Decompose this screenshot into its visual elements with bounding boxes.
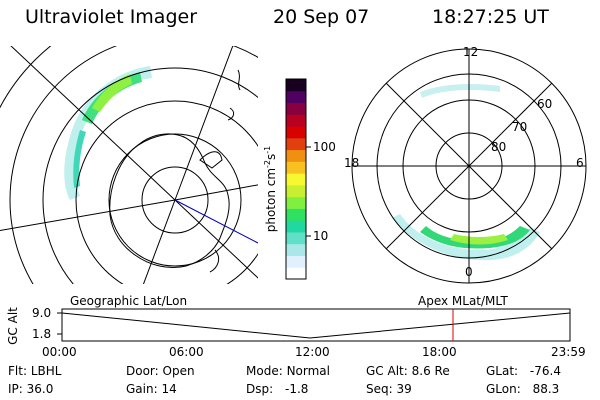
lat-label-80: 80: [491, 140, 507, 154]
colorbar-cell: [286, 208, 306, 221]
gc-alt-timeline: [57, 308, 571, 342]
colorbar-cell: [286, 90, 306, 104]
timeline-tick-4: 23:59: [551, 345, 586, 359]
colorbar-tick-10: 10: [313, 229, 329, 243]
info-glon: GLon: 88.3: [486, 382, 560, 396]
info-ip: IP: 36.0: [8, 382, 54, 396]
colorbar-cell: [286, 184, 306, 198]
timeline-tick-1: 06:00: [169, 345, 204, 359]
left-map-caption: Geographic Lat/Lon: [70, 294, 188, 308]
info-seq: Seq: 39: [366, 382, 412, 396]
altitude-curve: [61, 312, 571, 339]
aurora-oval-right: [392, 84, 540, 261]
mlt-label-18: 18: [344, 156, 360, 170]
colorbar-cell: [286, 243, 306, 256]
colorbar-cell: [286, 114, 306, 127]
timeline-y-bottom: 1.8: [32, 327, 52, 341]
colorbar-cell: [286, 79, 306, 92]
instrument-title: Ultraviolet Imager: [25, 6, 198, 28]
info-mode: Mode: Normal: [246, 364, 330, 378]
colorbar-cell: [286, 149, 306, 162]
mlt-label-12: 12: [463, 45, 479, 59]
magnetic-map: [351, 48, 587, 284]
mlt-label-6: 6: [576, 156, 584, 170]
timeline-tick-0: 00:00: [42, 345, 77, 359]
info-door: Door: Open: [126, 364, 195, 378]
colorbar: [286, 79, 306, 280]
colorbar-cell: [286, 173, 306, 186]
colorbar-cell: [286, 161, 306, 174]
aurora-oval-left: [64, 66, 152, 200]
colorbar-cell: [286, 137, 306, 151]
observation-date: 20 Sep 07: [273, 6, 370, 28]
timeline-ylabel: GC Alt: [6, 307, 20, 345]
info-gain: Gain: 14: [126, 382, 177, 396]
colorbar-tick-100: 100: [313, 140, 336, 154]
colorbar-group: [285, 78, 311, 280]
observation-time: 18:27:25 UT: [432, 6, 549, 28]
timeline-tick-2: 12:00: [295, 345, 330, 359]
colorbar-cell: [286, 267, 306, 280]
satellite-track: [174, 199, 258, 244]
info-filter: Flt: LBHL: [8, 364, 62, 378]
info-dsp: Dsp: -1.8: [246, 382, 309, 396]
colorbar-cell: [286, 220, 306, 233]
info-glat: GLat: -76.4: [486, 364, 561, 378]
timeline-y-top: 9.0: [32, 306, 52, 320]
mlt-label-0: 0: [465, 265, 473, 279]
timeline-tick-3: 18:00: [422, 345, 457, 359]
lat-label-70: 70: [512, 120, 528, 134]
geographic-map: [0, 46, 258, 284]
colorbar-cell: [286, 126, 306, 139]
antarctica-coastline: [109, 133, 230, 269]
lat-label-60: 60: [537, 97, 553, 111]
colorbar-unit-label: photon cm-2s-1: [263, 145, 278, 233]
colorbar-cell: [286, 231, 306, 245]
info-gc-alt: GC Alt: 8.6 Re: [366, 364, 450, 378]
colorbar-cell: [286, 196, 306, 209]
colorbar-cell: [286, 102, 306, 115]
colorbar-cell: [286, 255, 306, 268]
right-map-caption: Apex MLat/MLT: [418, 294, 508, 308]
